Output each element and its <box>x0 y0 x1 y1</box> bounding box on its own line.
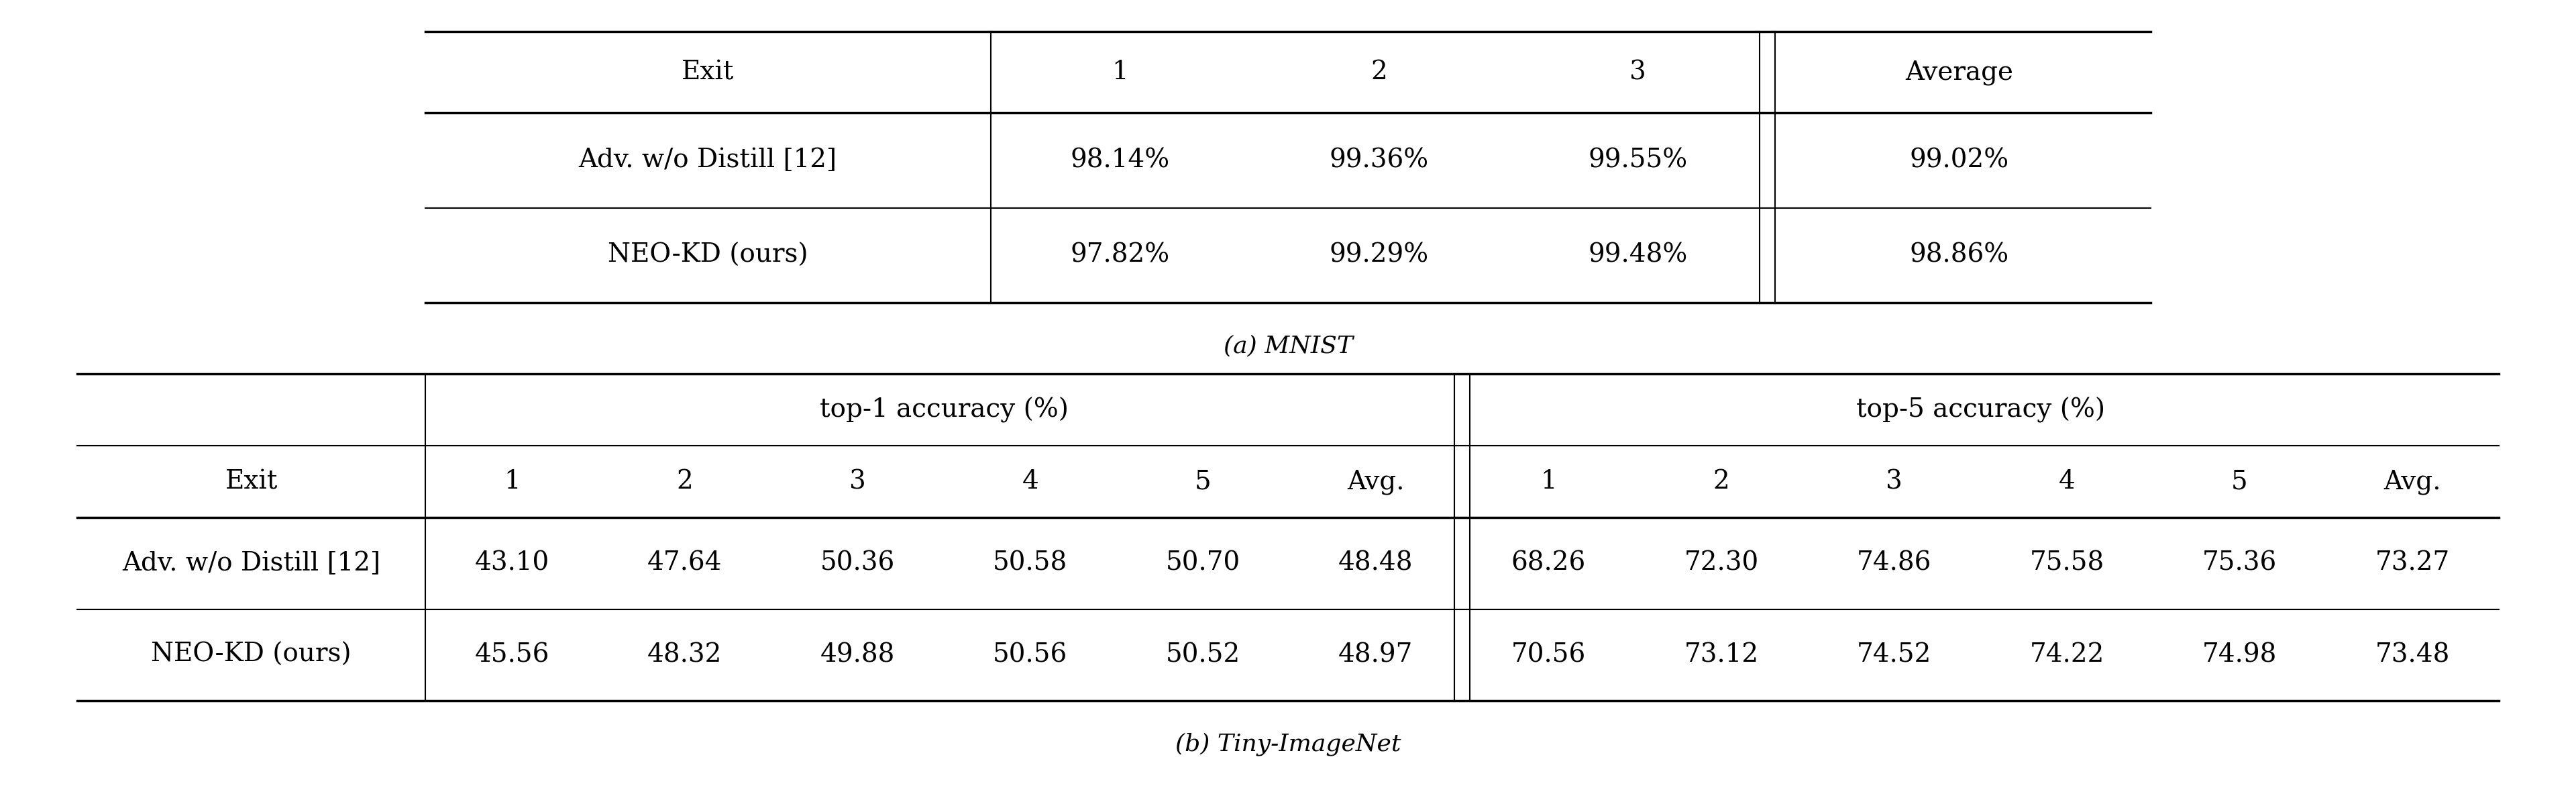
Text: 50.70: 50.70 <box>1167 551 1239 576</box>
Text: 97.82%: 97.82% <box>1072 243 1170 267</box>
Text: 74.52: 74.52 <box>1857 642 1932 667</box>
Text: 50.56: 50.56 <box>992 642 1066 667</box>
Text: 74.86: 74.86 <box>1857 551 1932 576</box>
Text: 50.52: 50.52 <box>1167 642 1239 667</box>
Text: 99.29%: 99.29% <box>1329 243 1430 267</box>
Text: 5: 5 <box>1195 470 1211 494</box>
Text: (b) Tiny-ImageNet: (b) Tiny-ImageNet <box>1175 732 1401 756</box>
Text: 2: 2 <box>1713 470 1728 494</box>
Text: 98.14%: 98.14% <box>1072 148 1170 173</box>
Text: 99.55%: 99.55% <box>1589 148 1687 173</box>
Text: 70.56: 70.56 <box>1512 642 1587 667</box>
Text: 98.86%: 98.86% <box>1909 243 2009 267</box>
Text: 48.48: 48.48 <box>1340 551 1414 576</box>
Text: 68.26: 68.26 <box>1512 551 1587 576</box>
Text: 1: 1 <box>1540 470 1556 494</box>
Text: 45.56: 45.56 <box>474 642 549 667</box>
Text: 3: 3 <box>1631 60 1646 85</box>
Text: Avg.: Avg. <box>2383 469 2442 494</box>
Text: Adv. w/o Distill [12]: Adv. w/o Distill [12] <box>121 551 381 576</box>
Text: 3: 3 <box>1886 470 1901 494</box>
Text: 75.58: 75.58 <box>2030 551 2105 576</box>
Text: 99.36%: 99.36% <box>1329 148 1430 173</box>
Text: NEO-KD (ours): NEO-KD (ours) <box>608 243 809 267</box>
Text: 49.88: 49.88 <box>819 642 894 667</box>
Text: top-5 accuracy (%): top-5 accuracy (%) <box>1855 397 2105 423</box>
Text: 73.12: 73.12 <box>1685 642 1759 667</box>
Text: 74.98: 74.98 <box>2202 642 2277 667</box>
Text: 75.36: 75.36 <box>2202 551 2277 576</box>
Text: 2: 2 <box>1370 60 1388 85</box>
Text: 73.48: 73.48 <box>2375 642 2450 667</box>
Text: 74.22: 74.22 <box>2030 642 2105 667</box>
Text: 50.58: 50.58 <box>992 551 1066 576</box>
Text: Average: Average <box>1906 60 2014 85</box>
Text: 4: 4 <box>1023 470 1038 494</box>
Text: NEO-KD (ours): NEO-KD (ours) <box>152 642 350 667</box>
Text: Exit: Exit <box>683 60 734 85</box>
Text: 50.36: 50.36 <box>819 551 894 576</box>
Text: Exit: Exit <box>224 470 278 494</box>
Text: 2: 2 <box>677 470 693 494</box>
Text: 72.30: 72.30 <box>1685 551 1759 576</box>
Text: (a) MNIST: (a) MNIST <box>1224 335 1352 357</box>
Text: 1: 1 <box>505 470 520 494</box>
Text: Adv. w/o Distill [12]: Adv. w/o Distill [12] <box>580 148 837 173</box>
Text: 48.32: 48.32 <box>647 642 721 667</box>
Text: 73.27: 73.27 <box>2375 551 2450 576</box>
Text: Avg.: Avg. <box>1347 469 1404 494</box>
Text: 5: 5 <box>2231 470 2249 494</box>
Text: 43.10: 43.10 <box>474 551 549 576</box>
Text: 3: 3 <box>850 470 866 494</box>
Text: 99.48%: 99.48% <box>1589 243 1687 267</box>
Text: 1: 1 <box>1113 60 1128 85</box>
Text: 99.02%: 99.02% <box>1909 148 2009 173</box>
Text: 47.64: 47.64 <box>647 551 721 576</box>
Text: 4: 4 <box>2058 470 2076 494</box>
Text: 48.97: 48.97 <box>1340 642 1414 667</box>
Text: top-1 accuracy (%): top-1 accuracy (%) <box>819 397 1069 423</box>
